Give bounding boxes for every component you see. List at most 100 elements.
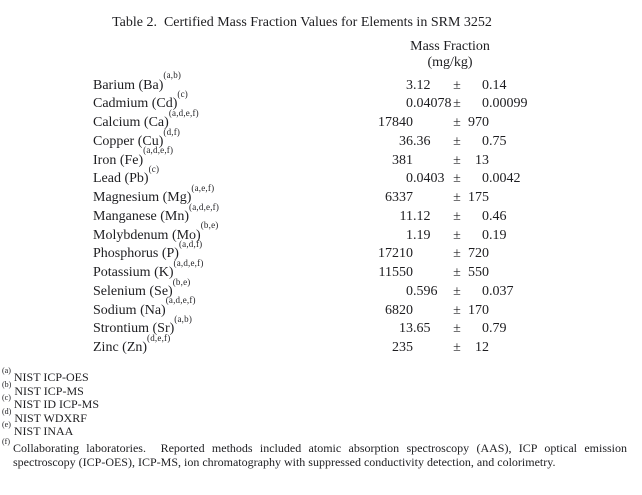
- uncertainty-integer: 175: [468, 190, 489, 206]
- footnotes: (a) NIST ICP-OES (b) NIST ICP-MS (c) NIST ID …: [2, 367, 627, 470]
- element-name-cell: Selenium (Se)(b,e): [93, 277, 190, 302]
- uncertainty-integer: 12: [475, 340, 489, 356]
- value-integer: 0: [406, 283, 413, 299]
- uncertainty-integer: 0: [482, 96, 489, 112]
- element-footnote-sup: (b,e): [200, 220, 219, 231]
- uncertainty-fraction: .00099: [489, 96, 528, 112]
- value-integer: 381: [392, 152, 413, 168]
- table-body: Barium (Ba)(a,b) 3.12 ±0.14 Cadmium (Cd)(c)…: [0, 71, 642, 358]
- element-name-cell: Sodium (Na)(a,d,e,f): [93, 296, 196, 321]
- element-footnote-sup: (c): [177, 89, 188, 100]
- uncertainty-fraction: .19: [489, 227, 507, 243]
- element-name: Lead (Pb): [93, 171, 149, 187]
- footnote: (b) NIST ICP-MS: [2, 380, 627, 399]
- element-name: Potassium (K): [93, 265, 174, 281]
- element-name-cell: Zinc (Zn)(d,e,f): [93, 333, 170, 358]
- element-footnote-sup: (a,d,e,f): [189, 201, 220, 212]
- element-name: Magnesium (Mg): [93, 190, 192, 206]
- footnote-text: NIST INAA: [13, 424, 74, 438]
- plus-minus-sign: ±: [453, 152, 461, 168]
- uncertainty-integer: 0: [482, 133, 489, 149]
- element-name: Iron (Fe): [93, 152, 144, 168]
- table-row: Iron (Fe)(a,d,e,f) 381 ±13: [0, 146, 642, 171]
- element-name: Cadmium (Cd): [93, 96, 178, 112]
- footnote-marker: (c): [2, 393, 11, 402]
- plus-minus-sign: ±: [453, 246, 461, 262]
- value-integer: 1: [406, 227, 413, 243]
- uncertainty-fraction: .46: [489, 208, 507, 224]
- value-integer: 0: [406, 171, 413, 187]
- element-footnote-sup: (a,b): [163, 70, 182, 81]
- table-row: Manganese (Mn)(a,d,e,f) 11.12 ±0.46: [0, 202, 642, 227]
- element-footnote-sup: (a,d,e,f): [143, 145, 174, 156]
- element-name-cell: Molybdenum (Mo)(b,e): [93, 221, 218, 246]
- table-row: Copper (Cu)(d,f) 36.36 ±0.75: [0, 127, 642, 152]
- value-fraction: .12: [413, 77, 431, 93]
- uncertainty-fraction: .037: [489, 283, 514, 299]
- value-fraction: .04078: [413, 96, 452, 112]
- table-row: Calcium (Ca)(a,d,e,f) 17840 ±970: [0, 108, 642, 133]
- uncertainty-fraction: .75: [489, 133, 507, 149]
- element-name-cell: Lead (Pb)(c): [93, 165, 159, 189]
- table-row: Selenium (Se)(b,e) 0.596 ±0.037: [0, 277, 642, 302]
- element-name-cell: Magnesium (Mg)(a,e,f): [93, 183, 214, 208]
- column-header-line2: (mg/kg): [427, 54, 473, 70]
- value-integer: 3: [406, 77, 413, 93]
- plus-minus-sign: ±: [453, 302, 461, 318]
- uncertainty-integer: 170: [468, 302, 489, 318]
- value-integer: 0: [406, 96, 413, 112]
- element-name: Manganese (Mn): [93, 208, 190, 224]
- element-name: Molybdenum (Mo): [93, 227, 201, 243]
- value-fraction: .596: [413, 283, 438, 299]
- table-row: Barium (Ba)(a,b) 3.12 ±0.14: [0, 71, 642, 96]
- uncertainty-integer: 720: [468, 246, 489, 262]
- value-fraction: .12: [413, 208, 431, 224]
- table-row: Potassium (K)(a,d,e,f) 11550 ±550: [0, 258, 642, 283]
- plus-minus-sign: ±: [453, 133, 461, 149]
- column-header-line1: Mass Fraction: [410, 39, 490, 54]
- table-row: Cadmium (Cd)(c) 0.04078 ±0.00099: [0, 90, 642, 114]
- uncertainty-integer: 970: [468, 115, 489, 131]
- value-integer: 11: [399, 208, 413, 224]
- footnote-text: NIST ICP-MS: [14, 383, 84, 398]
- table-row: Sodium (Na)(a,d,e,f) 6820 ±170: [0, 296, 642, 321]
- footnote-marker: (a): [2, 366, 11, 375]
- footnote-text: NIST ID ICP-MS: [13, 397, 100, 411]
- plus-minus-sign: ±: [453, 208, 461, 224]
- uncertainty-integer: 550: [468, 265, 489, 281]
- element-footnote-sup: (a,d,e,f): [168, 107, 199, 118]
- element-name-cell: Barium (Ba)(a,b): [93, 71, 181, 96]
- footnote: (c) NIST ID ICP-MS: [2, 394, 627, 412]
- element-name: Sodium (Na): [93, 302, 166, 318]
- uncertainty-fraction: .79: [489, 321, 507, 337]
- footnote: (f) Collaborating laboratories. Reported …: [2, 438, 627, 470]
- table-row: Lead (Pb)(c) 0.0403 ±0.0042: [0, 165, 642, 189]
- element-footnote-sup: (a,d,f): [178, 239, 203, 250]
- element-name-cell: Potassium (K)(a,d,e,f): [93, 258, 204, 283]
- table-title: Table 2. Certified Mass Fraction Values …: [112, 15, 492, 30]
- plus-minus-sign: ±: [453, 265, 461, 281]
- table-row: Molybdenum (Mo)(b,e) 1.19 ±0.19: [0, 221, 642, 246]
- value-fraction: .36: [413, 133, 431, 149]
- footnote-marker: (e): [2, 420, 11, 429]
- uncertainty-integer: 0: [482, 283, 489, 299]
- uncertainty-fraction: .14: [489, 77, 507, 93]
- table-row: Strontium (Sr)(a,b) 13.65 ±0.79: [0, 315, 642, 339]
- element-name: Calcium (Ca): [93, 115, 169, 131]
- value-integer: 13: [399, 321, 413, 337]
- value-integer: 6337: [385, 190, 413, 206]
- value-integer: 235: [392, 340, 413, 356]
- element-name: Barium (Ba): [93, 77, 164, 93]
- element-name: Zinc (Zn): [93, 340, 148, 356]
- plus-minus-sign: ±: [453, 340, 461, 356]
- element-name-cell: Strontium (Sr)(a,b): [93, 315, 192, 339]
- value-fraction: .65: [413, 321, 431, 337]
- plus-minus-sign: ±: [453, 321, 461, 337]
- uncertainty-integer: 13: [475, 152, 489, 168]
- table-row: Magnesium (Mg)(a,e,f) 6337 ±175: [0, 183, 642, 208]
- element-footnote-sup: (c): [148, 164, 160, 175]
- element-name: Selenium (Se): [93, 283, 173, 299]
- value-integer: 36: [399, 133, 413, 149]
- uncertainty-integer: 0: [482, 227, 489, 243]
